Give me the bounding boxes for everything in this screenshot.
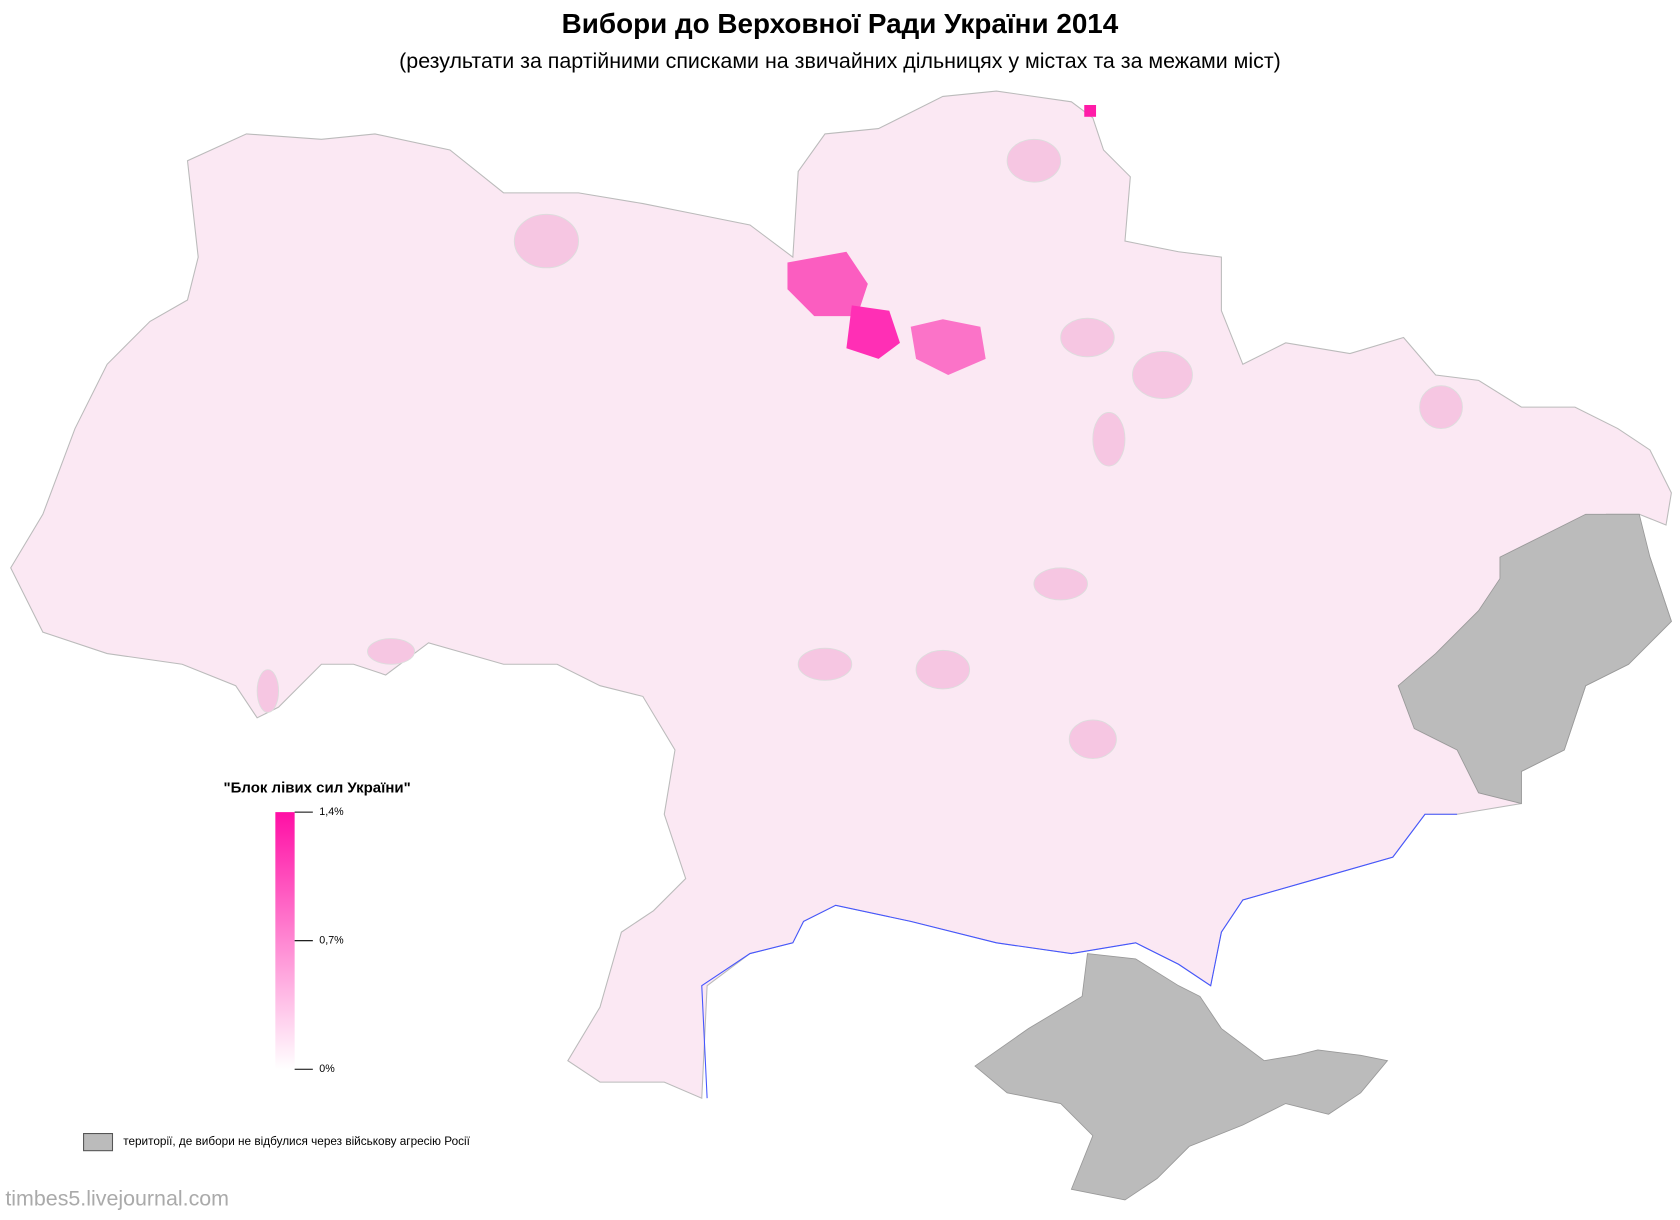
district-high [910, 319, 986, 375]
legend: "Блок лівих сил України" території, де в… [83, 780, 471, 1152]
legend-title: "Блок лівих сил України" [224, 780, 411, 797]
no-vote-swatch [83, 1133, 114, 1152]
scale-tick-label: 0% [319, 1063, 335, 1075]
map [10, 90, 1672, 1201]
no-vote-donbas [1397, 513, 1672, 805]
no-vote-label: території, де вибори не відбулися через … [123, 1135, 470, 1148]
scale-tick-label: 0,7% [319, 935, 344, 947]
color-scale [275, 812, 295, 1070]
district-highest [846, 305, 900, 359]
district-high [787, 251, 868, 317]
title: Вибори до Верховної Ради України 2014 [562, 8, 1119, 39]
district-high [1084, 104, 1097, 117]
subtitle: (результати за партійними списками на зв… [399, 49, 1281, 73]
scale-tick-label: 1,4% [319, 806, 344, 818]
watermark: timbes5.livejournal.com [5, 1187, 229, 1211]
ukraine-mainland [10, 90, 1672, 1099]
no-vote-crimea [974, 953, 1389, 1201]
district-shading [256, 138, 1463, 759]
coastline [701, 813, 1458, 1099]
